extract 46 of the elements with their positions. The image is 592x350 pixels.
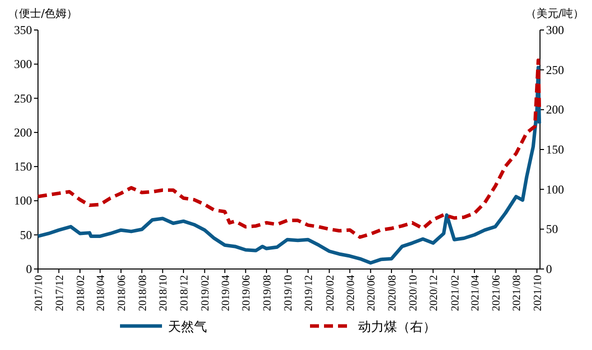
x-tick-label: 2020/12 [428, 275, 440, 312]
y-tick-label: 50 [20, 228, 32, 242]
line-series [36, 66, 542, 265]
x-tick-label: 2019/08 [261, 274, 274, 312]
x-tick-label: 2018/08 [136, 274, 149, 312]
x-tick-label: 2021/10 [532, 274, 544, 312]
x-tick-label: 2018/10 [158, 274, 170, 312]
y-tick-label: 150 [14, 160, 32, 174]
x-tick-label: 2020/02 [324, 275, 336, 312]
x-tick-label: 2019/12 [303, 275, 316, 312]
y2-tick-label: 150 [546, 142, 564, 156]
legend-label: 动力煤（右） [358, 320, 436, 335]
x-tick-label: 2021/02 [449, 275, 462, 312]
line-series [36, 58, 542, 239]
x-tick-label: 2021/08 [511, 274, 524, 312]
y2-tick-label: 0 [546, 262, 552, 276]
y2-axis-title: （美元/吨） [525, 7, 584, 20]
y2-tick-label: 50 [546, 222, 558, 236]
y2-tick-label: 100 [546, 182, 564, 196]
y-tick-label: 250 [14, 91, 32, 106]
x-tick-label: 2019/04 [220, 274, 232, 312]
x-tick-label: 2017/12 [54, 275, 66, 312]
x-tick-label: 2019/02 [200, 275, 212, 312]
y-tick-label: 100 [14, 194, 32, 208]
x-tick-label: 2019/06 [240, 274, 253, 312]
x-tick-label: 2021/04 [469, 274, 482, 312]
x-tick-label: 2020/04 [344, 274, 357, 312]
x-tick-label: 2018/04 [95, 274, 108, 312]
x-tick-label: 2018/12 [178, 275, 190, 312]
y-tick-label: 200 [14, 125, 32, 140]
y2-tick-label: 200 [546, 102, 564, 117]
x-tick-label: 2018/06 [116, 274, 128, 312]
x-tick-label: 2017/10 [33, 274, 45, 312]
y-tick-label: 0 [26, 262, 32, 276]
y2-tick-label: 250 [546, 62, 564, 77]
y-tick-label: 350 [14, 23, 32, 37]
legend-label: 天然气 [168, 320, 207, 335]
y2-tick-label: 300 [546, 23, 564, 37]
x-tick-label: 2020/10 [407, 274, 420, 312]
x-tick-label: 2021/06 [490, 274, 502, 312]
x-tick-label: 2020/06 [366, 274, 378, 312]
y-axis-title: （便士/色姆） [8, 7, 78, 20]
x-tick-label: 2020/08 [386, 274, 398, 312]
x-tick-label: 2018/02 [75, 275, 88, 312]
y-tick-label: 300 [14, 57, 32, 72]
x-tick-label: 2019/10 [282, 274, 294, 312]
